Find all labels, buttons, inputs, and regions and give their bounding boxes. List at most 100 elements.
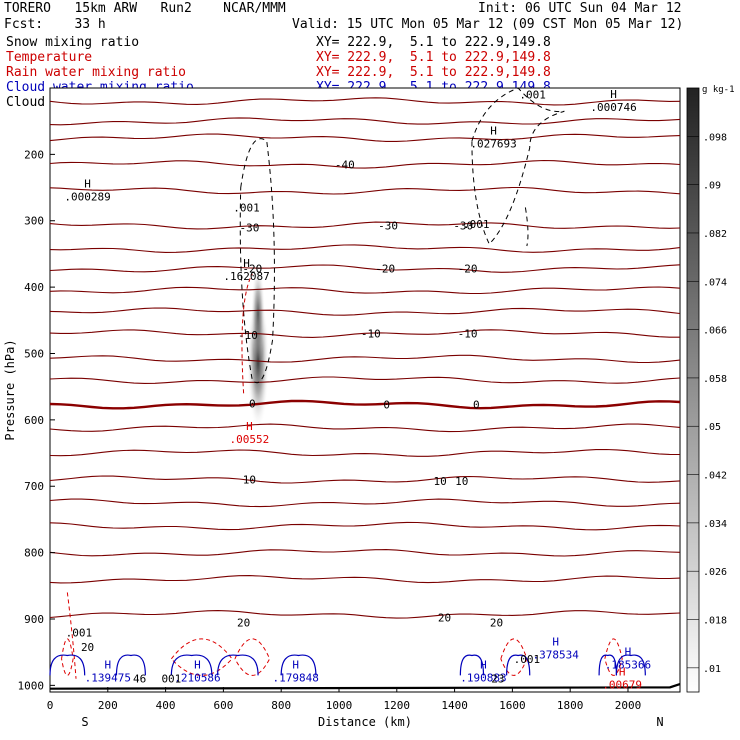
rain-contour-low [170,638,233,676]
temperature-contour [49,376,681,384]
x-tick-label: 600 [213,699,233,712]
x-tick-label: 1000 [326,699,353,712]
init-time: Init: 06 UTC Sun 04 Mar 12 [478,1,682,16]
x-tick-label: 1800 [557,699,584,712]
temperature-label: 10 [243,474,256,487]
y-tick-label: 600 [24,414,44,427]
colorbar-label: .042 [703,471,727,482]
y-tick-label: 300 [24,215,44,228]
ice-contour-dashed [471,87,565,245]
x-axis-label: Distance (km) [318,715,412,729]
temperature-label: 10 [434,475,447,488]
max-marker-h: H [246,420,253,433]
contour-value-label: .001 [514,653,541,666]
temperature-contour [49,329,680,338]
max-value-label: .210586 [174,672,220,685]
cloud-water-contour [459,654,485,676]
max-marker-h: H [480,659,487,672]
y-tick-label: 800 [24,547,44,560]
temperature-contour [49,133,681,142]
temperature-contour [49,549,681,557]
temperature-label: -30 [378,219,398,232]
temperature-contour [49,354,681,364]
temperature-contour [49,521,681,531]
max-marker-h: H [292,659,299,672]
x-tick-label: 800 [271,699,291,712]
temperature-label: -10 [458,328,478,341]
y-tick-label: 400 [24,281,44,294]
temperature-label: 0 [249,397,256,410]
colorbar-label: .026 [703,567,727,578]
max-value-label: .00679 [602,678,642,691]
contour-value-label: .001 [66,626,93,639]
colorbar-label: .018 [703,616,727,627]
temperature-label: 20 [490,616,503,629]
temperature-contour [49,117,681,126]
max-value-label: .000289 [64,191,110,204]
colorbar-label: .074 [703,277,727,288]
snow-contour-dashed [239,138,275,384]
colorbar-unit: g kg-1 [702,85,735,95]
valid-time: Valid: 15 UTC Mon 05 Mar 12 (09 CST Mon … [292,17,684,32]
temperature-label: -20 [375,263,395,276]
legend-field-name: Temperature [6,50,93,65]
colorbar-label: .058 [703,374,727,385]
y-tick-label: 900 [24,613,44,626]
legend-field-xy: XY= 222.9, 5.1 to 222.9,149.8 [316,65,551,80]
x-tick-label: 1200 [384,699,411,712]
plot-frame [49,87,681,693]
x-tick-label: 1600 [499,699,526,712]
cloud-water-contour [598,654,618,676]
temperature-contour [49,159,681,169]
max-marker-h: H [104,659,111,672]
temperature-label: -20 [242,263,262,276]
rain-contour-dashed [241,273,253,394]
temperature-label: -10 [361,328,381,341]
temperature-contour [49,286,681,295]
temperature-label: -30 [453,219,473,232]
temperature-contour [49,498,681,508]
max-marker-h: H [194,659,201,672]
max-marker-h: H [610,88,617,101]
y-tick-label: 1000 [18,679,45,692]
contour-value-label: .001 [519,89,546,102]
rain-contour-low [604,638,623,676]
temperature-label: -30 [239,221,259,234]
temperature-contour [49,244,681,253]
contour-value-label: 46 [133,673,146,686]
y-axis-label: Pressure (hPa) [3,339,17,440]
max-value-label: .027693 [470,137,516,150]
temperature-contour [49,610,681,619]
temperature-contour [49,97,681,106]
colorbar-label: .05 [703,422,721,433]
temperature-label: 20 [438,612,451,625]
temperature-contour [49,221,681,230]
x-tick-label: 1400 [441,699,468,712]
legend-field-name: Snow mixing ratio [6,35,140,50]
rain-contour-low [61,638,74,676]
max-value-label: .000746 [590,101,636,114]
max-marker-h: H [625,645,632,658]
temperature-contour [49,423,681,433]
y-tick-label: 500 [24,347,44,360]
temperature-contour [49,399,681,410]
contour-value-label: .001 [463,218,490,231]
temperature-label: 20 [237,616,250,629]
legend-field-xy: XY= 222.9, 5.1 to 222.9,149.8 [316,35,551,50]
colorbar [686,87,700,693]
temperature-label: -40 [335,158,355,171]
cloud-water-contour [506,654,531,676]
colorbar-label: .01 [703,664,721,675]
max-value-label: .378534 [533,648,580,661]
max-marker-h: H [84,178,91,191]
colorbar-label: .034 [703,519,727,530]
cloud-water-contour [170,654,213,676]
temperature-contour [49,448,681,457]
y-tick-label: 700 [24,480,44,493]
max-marker-h: H [552,635,559,648]
temperature-label: -20 [458,263,478,276]
max-value-label: .139475 [85,672,131,685]
max-value-label: .185366 [605,658,651,671]
